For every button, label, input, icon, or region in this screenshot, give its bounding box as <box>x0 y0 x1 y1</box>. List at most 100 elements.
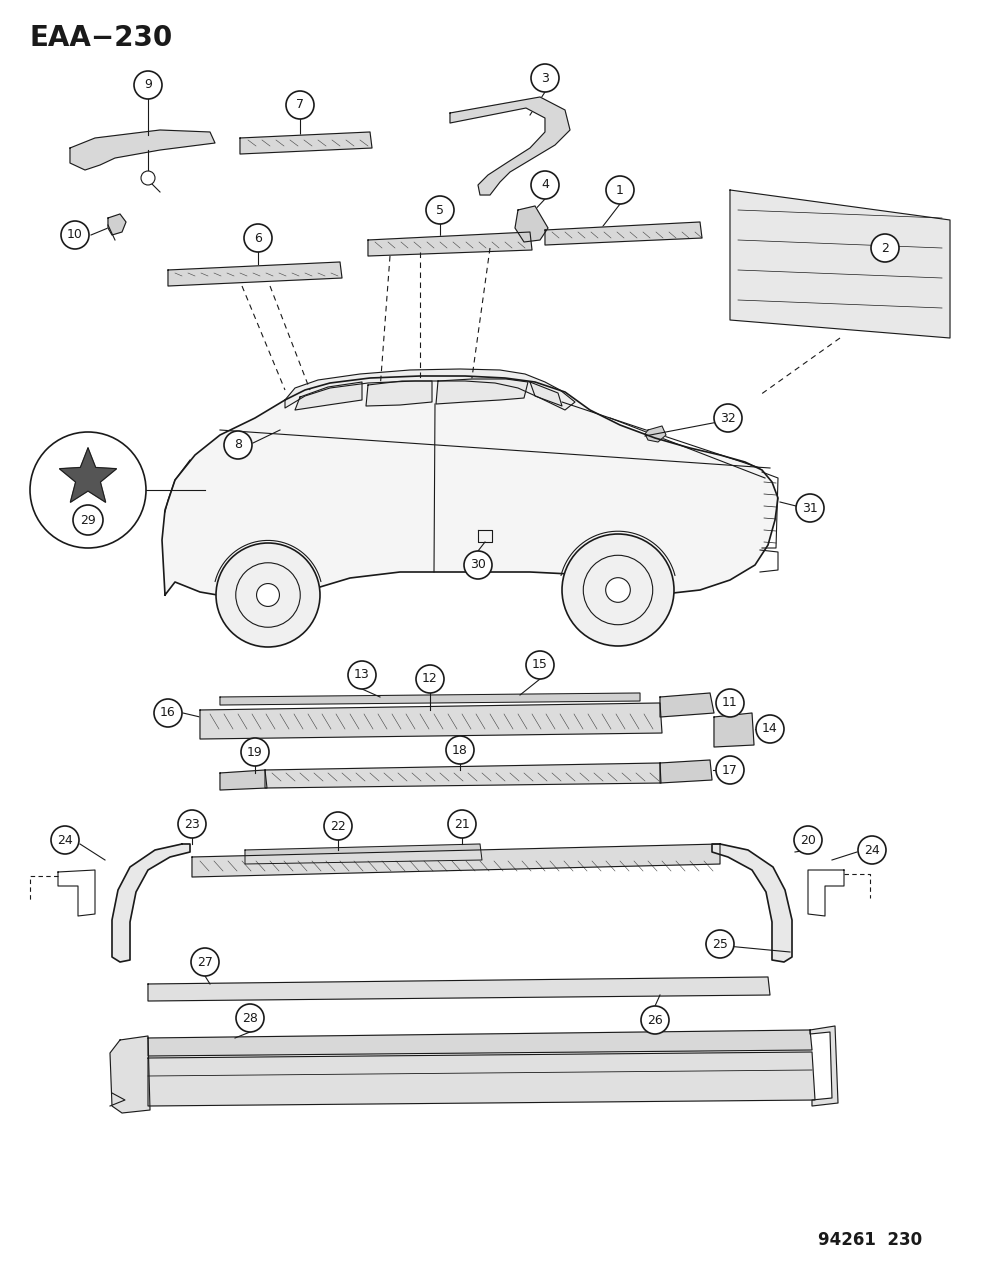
Text: 15: 15 <box>532 658 548 672</box>
Text: 19: 19 <box>247 746 263 759</box>
Text: 30: 30 <box>470 558 486 571</box>
Text: 18: 18 <box>452 743 468 756</box>
Circle shape <box>714 404 742 432</box>
Text: 23: 23 <box>184 817 200 830</box>
Text: 11: 11 <box>722 696 738 709</box>
Polygon shape <box>148 1030 812 1056</box>
Text: EAA−230: EAA−230 <box>30 24 173 52</box>
Circle shape <box>191 949 219 975</box>
Circle shape <box>416 666 444 694</box>
Polygon shape <box>714 713 754 747</box>
Polygon shape <box>530 382 562 405</box>
Polygon shape <box>59 448 117 502</box>
Polygon shape <box>168 261 342 286</box>
Text: 1: 1 <box>616 184 624 196</box>
Polygon shape <box>515 207 548 242</box>
Polygon shape <box>265 762 661 788</box>
Polygon shape <box>285 368 575 411</box>
Polygon shape <box>200 703 662 740</box>
Text: 94261  230: 94261 230 <box>818 1230 922 1250</box>
Polygon shape <box>162 376 778 598</box>
Circle shape <box>796 493 824 521</box>
Circle shape <box>426 196 454 224</box>
Circle shape <box>141 171 155 185</box>
Circle shape <box>446 736 474 764</box>
Text: 27: 27 <box>197 955 213 969</box>
Circle shape <box>236 1003 264 1031</box>
Circle shape <box>871 235 899 261</box>
Circle shape <box>606 176 634 204</box>
Circle shape <box>73 505 103 536</box>
Polygon shape <box>108 214 126 235</box>
Text: 29: 29 <box>80 514 96 527</box>
Circle shape <box>178 810 206 838</box>
Circle shape <box>257 584 279 607</box>
Text: 25: 25 <box>713 937 728 950</box>
Polygon shape <box>148 1052 815 1105</box>
Text: 22: 22 <box>330 820 346 833</box>
Text: 3: 3 <box>541 71 549 84</box>
Polygon shape <box>730 190 950 338</box>
Circle shape <box>606 578 630 602</box>
Text: 24: 24 <box>57 834 73 847</box>
Text: 32: 32 <box>720 412 736 425</box>
Text: 7: 7 <box>296 98 304 111</box>
Text: 31: 31 <box>802 501 818 515</box>
Polygon shape <box>110 1037 150 1113</box>
Polygon shape <box>810 1026 838 1105</box>
Text: 24: 24 <box>864 844 880 857</box>
Text: 12: 12 <box>422 672 438 686</box>
Circle shape <box>51 826 79 854</box>
Circle shape <box>348 660 376 689</box>
Text: 8: 8 <box>234 439 242 451</box>
Circle shape <box>464 551 492 579</box>
Polygon shape <box>368 232 532 256</box>
Text: 20: 20 <box>800 834 816 847</box>
Circle shape <box>448 810 476 838</box>
Text: 6: 6 <box>254 232 262 245</box>
Text: 4: 4 <box>541 179 549 191</box>
Circle shape <box>706 929 734 958</box>
Polygon shape <box>712 844 792 963</box>
Circle shape <box>531 171 559 199</box>
Text: 5: 5 <box>436 204 444 217</box>
Circle shape <box>531 64 559 92</box>
Circle shape <box>216 543 320 646</box>
Circle shape <box>324 812 352 840</box>
Text: 14: 14 <box>762 723 778 736</box>
Circle shape <box>716 688 744 717</box>
Text: 21: 21 <box>454 817 470 830</box>
Polygon shape <box>220 694 640 705</box>
Text: 2: 2 <box>881 241 889 255</box>
Circle shape <box>756 715 784 743</box>
Polygon shape <box>112 844 190 963</box>
Text: 16: 16 <box>161 706 175 719</box>
Polygon shape <box>660 694 714 717</box>
Circle shape <box>794 826 822 854</box>
Circle shape <box>526 652 554 680</box>
Polygon shape <box>545 222 702 245</box>
Text: 28: 28 <box>242 1011 258 1025</box>
Circle shape <box>858 836 886 864</box>
Polygon shape <box>240 133 372 154</box>
Polygon shape <box>436 379 528 404</box>
Text: 9: 9 <box>144 79 152 92</box>
Circle shape <box>224 431 252 459</box>
Polygon shape <box>645 426 666 442</box>
Text: 10: 10 <box>67 228 83 241</box>
Polygon shape <box>148 977 770 1001</box>
Circle shape <box>134 71 162 99</box>
Polygon shape <box>450 97 570 195</box>
Text: 17: 17 <box>722 764 738 776</box>
Circle shape <box>30 432 146 548</box>
Polygon shape <box>660 760 712 783</box>
Polygon shape <box>220 770 267 790</box>
Circle shape <box>244 224 272 252</box>
Polygon shape <box>295 382 362 411</box>
Text: 26: 26 <box>647 1014 663 1026</box>
Polygon shape <box>70 130 215 170</box>
Polygon shape <box>245 844 482 864</box>
Circle shape <box>286 91 314 119</box>
Circle shape <box>562 534 674 646</box>
Circle shape <box>716 756 744 784</box>
